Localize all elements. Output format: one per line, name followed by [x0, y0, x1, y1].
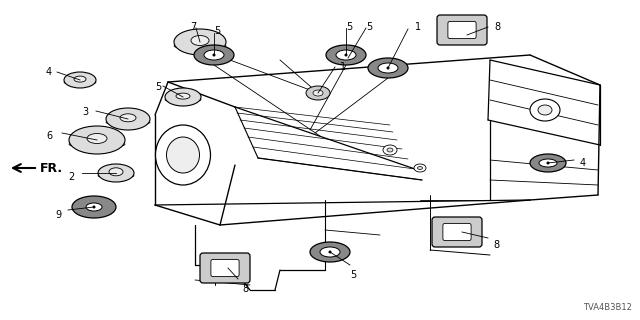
Ellipse shape: [212, 53, 216, 57]
Ellipse shape: [166, 137, 200, 173]
FancyBboxPatch shape: [432, 217, 482, 247]
Ellipse shape: [156, 125, 211, 185]
Ellipse shape: [93, 205, 95, 209]
FancyBboxPatch shape: [200, 253, 250, 283]
Text: 5: 5: [155, 82, 161, 92]
Ellipse shape: [547, 162, 550, 164]
Text: 2: 2: [68, 172, 74, 182]
Ellipse shape: [306, 86, 330, 100]
Text: 1: 1: [340, 62, 346, 72]
FancyBboxPatch shape: [211, 260, 239, 276]
Ellipse shape: [320, 247, 340, 257]
FancyBboxPatch shape: [448, 21, 476, 39]
Ellipse shape: [86, 203, 102, 211]
Ellipse shape: [336, 50, 356, 60]
Ellipse shape: [72, 196, 116, 218]
Ellipse shape: [326, 45, 366, 65]
Ellipse shape: [106, 108, 150, 130]
Ellipse shape: [310, 242, 350, 262]
Ellipse shape: [204, 50, 224, 60]
Text: 5: 5: [346, 22, 352, 32]
Text: 8: 8: [494, 22, 500, 32]
Text: 5: 5: [366, 22, 372, 32]
Ellipse shape: [64, 72, 96, 88]
Text: TVA4B3B12: TVA4B3B12: [583, 303, 632, 312]
Text: 5: 5: [350, 270, 356, 280]
Ellipse shape: [74, 76, 86, 82]
Ellipse shape: [530, 154, 566, 172]
Ellipse shape: [414, 164, 426, 172]
Ellipse shape: [417, 166, 422, 170]
Ellipse shape: [165, 88, 201, 106]
Text: 8: 8: [242, 284, 248, 294]
Text: 4: 4: [580, 158, 586, 168]
Ellipse shape: [174, 42, 226, 50]
Ellipse shape: [328, 251, 332, 253]
Ellipse shape: [387, 67, 390, 69]
Text: 3: 3: [82, 107, 88, 117]
Text: 8: 8: [493, 240, 499, 250]
Ellipse shape: [69, 140, 125, 148]
Ellipse shape: [174, 29, 226, 55]
Text: 1: 1: [415, 22, 421, 32]
Ellipse shape: [106, 119, 150, 126]
Ellipse shape: [313, 90, 323, 96]
Ellipse shape: [530, 99, 560, 121]
Ellipse shape: [87, 133, 107, 143]
Ellipse shape: [109, 168, 123, 176]
Ellipse shape: [176, 93, 190, 99]
Text: 6: 6: [46, 131, 52, 141]
Ellipse shape: [165, 97, 201, 102]
Ellipse shape: [194, 45, 234, 65]
Ellipse shape: [378, 63, 398, 73]
Ellipse shape: [64, 80, 96, 85]
FancyBboxPatch shape: [443, 223, 471, 241]
Text: FR.: FR.: [40, 162, 63, 174]
FancyBboxPatch shape: [437, 15, 487, 45]
Ellipse shape: [120, 114, 136, 122]
Ellipse shape: [368, 58, 408, 78]
Text: 5: 5: [214, 26, 220, 36]
Text: 7: 7: [190, 22, 196, 32]
Ellipse shape: [538, 105, 552, 115]
Ellipse shape: [69, 126, 125, 154]
Ellipse shape: [98, 173, 134, 178]
Text: 9: 9: [55, 210, 61, 220]
Ellipse shape: [539, 159, 557, 167]
Ellipse shape: [191, 36, 209, 45]
Ellipse shape: [383, 145, 397, 155]
Ellipse shape: [387, 148, 393, 152]
Text: 4: 4: [46, 67, 52, 77]
Ellipse shape: [344, 53, 348, 57]
Ellipse shape: [98, 164, 134, 182]
